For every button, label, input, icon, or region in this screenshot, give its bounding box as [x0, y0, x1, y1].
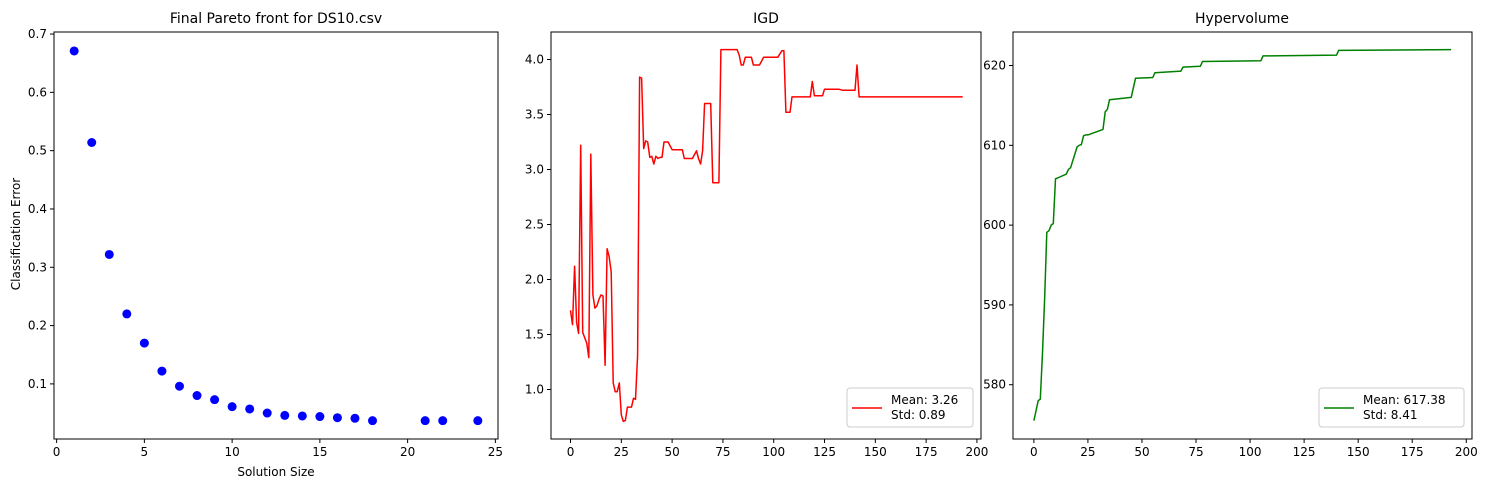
x-tick-label: 100	[762, 445, 785, 459]
data-point	[438, 416, 448, 426]
legend-std: Std: 8.41	[1363, 408, 1418, 422]
y-tick-label: 580	[983, 378, 1006, 392]
chart-title: Hypervolume	[1195, 11, 1289, 27]
x-tick-label: 5	[141, 445, 149, 459]
data-point	[192, 391, 202, 401]
y-tick-label: 0.6	[28, 85, 47, 99]
series-line	[1033, 48, 1452, 421]
legend-std: Std: 0.89	[891, 408, 946, 422]
hypervolume-chart: Hypervolume 0 25 50 75 100 125 150 175 200 580 590…	[983, 11, 1478, 459]
legend: Mean: 617.38 Std: 8.41	[1318, 387, 1465, 428]
y-tick-label: 4.0	[525, 53, 544, 67]
tick-layer: 0 25 50 75 100 125 150 175 200 580 590 600 610 620	[983, 59, 1478, 459]
line-layer	[1033, 48, 1452, 421]
x-tick-label: 50	[664, 445, 679, 459]
data-point	[104, 249, 114, 259]
y-tick-label: 0.3	[28, 260, 47, 274]
data-point	[262, 408, 272, 418]
tick-layer: 0 5 10 15 20 25 0.1 0.2 0.3 0.4 0.5 0.6 0.7	[28, 27, 503, 459]
tick-layer: 0 25 50 75 100 125 150 175 200 1.0 1.5 2.0 2.5 3.0 3.5…	[525, 53, 988, 460]
series-line	[569, 48, 963, 423]
pareto-front-chart: Final Pareto front for DS10.csv Classifi…	[9, 11, 503, 479]
plot-frame	[1012, 31, 1473, 440]
data-point	[69, 46, 79, 56]
x-tick-label: 10	[224, 445, 239, 459]
x-axis-label: Solution Size	[237, 465, 314, 479]
data-point	[297, 411, 307, 421]
igd-chart: IGD 0 25 50 75 100 125 150 175 200 1.0 1.5 2.0 2.5 3.…	[525, 11, 988, 459]
x-tick-label: 75	[1188, 445, 1203, 459]
data-point	[332, 413, 342, 423]
data-point	[473, 416, 483, 426]
y-tick-label: 0.1	[28, 377, 47, 391]
y-tick-label: 600	[983, 218, 1006, 232]
x-tick-label: 150	[1347, 445, 1370, 459]
x-tick-label: 25	[614, 445, 629, 459]
y-tick-label: 0.5	[28, 144, 47, 158]
y-axis-label: Classification Error	[9, 178, 23, 291]
chart-title: IGD	[753, 11, 779, 27]
y-tick-label: 3.5	[525, 108, 544, 122]
x-tick-label: 20	[400, 445, 415, 459]
points-layer	[69, 46, 483, 426]
x-tick-label: 15	[312, 445, 327, 459]
data-point	[122, 309, 132, 319]
x-tick-label: 50	[1134, 445, 1149, 459]
data-point	[157, 366, 167, 376]
data-point	[139, 338, 149, 348]
data-point	[350, 413, 360, 423]
legend-mean: Mean: 617.38	[1363, 393, 1446, 407]
y-tick-label: 1.5	[525, 328, 544, 342]
data-point	[87, 137, 97, 147]
data-point	[210, 395, 220, 405]
y-tick-label: 2.0	[525, 273, 544, 287]
x-tick-label: 200	[965, 445, 988, 459]
data-point	[174, 381, 184, 391]
legend-box	[846, 387, 974, 428]
data-point	[227, 402, 237, 412]
x-tick-label: 0	[1030, 445, 1038, 459]
data-point	[368, 416, 378, 426]
y-tick-label: 620	[983, 59, 1006, 73]
x-tick-label: 0	[567, 445, 575, 459]
y-tick-label: 0.4	[28, 202, 47, 216]
y-tick-label: 1.0	[525, 383, 544, 397]
legend-box	[1318, 387, 1465, 428]
x-tick-label: 75	[715, 445, 730, 459]
data-point	[315, 412, 325, 422]
plot-frame	[550, 31, 982, 440]
chart-title: Final Pareto front for DS10.csv	[170, 11, 382, 27]
y-tick-label: 590	[983, 298, 1006, 312]
legend-mean: Mean: 3.26	[891, 393, 958, 407]
x-tick-label: 0	[53, 445, 61, 459]
x-tick-label: 25	[1080, 445, 1095, 459]
x-tick-label: 25	[488, 445, 503, 459]
plot-frame	[53, 31, 499, 440]
y-tick-label: 3.0	[525, 163, 544, 177]
x-tick-label: 175	[915, 445, 938, 459]
y-tick-label: 0.2	[28, 319, 47, 333]
y-tick-label: 610	[983, 138, 1006, 152]
x-tick-label: 200	[1455, 445, 1478, 459]
line-layer	[569, 48, 963, 423]
data-point	[245, 404, 255, 414]
legend: Mean: 3.26 Std: 0.89	[846, 387, 974, 428]
x-tick-label: 100	[1239, 445, 1262, 459]
x-tick-label: 125	[1293, 445, 1316, 459]
x-tick-label: 175	[1401, 445, 1424, 459]
y-tick-label: 2.5	[525, 218, 544, 232]
y-tick-label: 0.7	[28, 27, 47, 41]
data-point	[420, 416, 430, 426]
x-tick-label: 150	[864, 445, 887, 459]
x-tick-label: 125	[813, 445, 836, 459]
data-point	[280, 410, 290, 420]
